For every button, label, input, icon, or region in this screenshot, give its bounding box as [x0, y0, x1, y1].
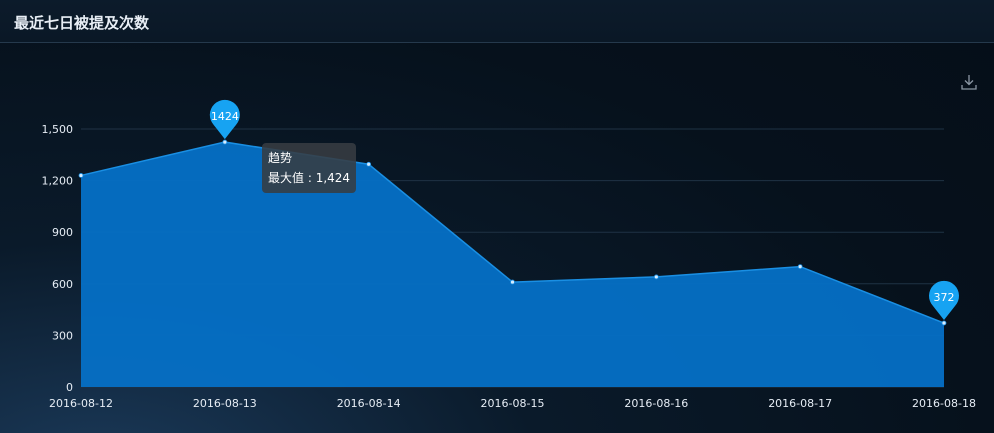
data-point [222, 139, 228, 145]
x-tick-label: 2016-08-16 [624, 397, 688, 410]
tooltip-value: 1,424 [315, 171, 351, 185]
download-icon[interactable] [960, 73, 978, 91]
x-tick-label: 2016-08-17 [768, 397, 832, 410]
panel-title: 最近七日被提及次数 [14, 14, 150, 32]
tooltip-separator: : [304, 171, 316, 185]
data-point [78, 173, 84, 178]
x-tick-label: 2016-08-18 [912, 397, 976, 410]
x-tick-label: 2016-08-12 [49, 397, 113, 410]
mark-pin-label: 1424 [211, 110, 239, 123]
y-tick-label: 600 [52, 278, 73, 291]
series-area [81, 142, 944, 387]
x-tick-label: 2016-08-15 [481, 397, 545, 410]
data-point [797, 264, 803, 270]
y-tick-label: 300 [52, 329, 73, 342]
tooltip-row: 最大值 : 1,424 [268, 168, 350, 188]
mark-pin [209, 99, 240, 140]
data-point [366, 161, 372, 167]
x-tick-label: 2016-08-14 [337, 397, 401, 410]
x-tick-label: 2016-08-13 [193, 397, 257, 410]
y-tick-label: 1,500 [42, 123, 74, 136]
chart-tooltip: 趋势 最大值 : 1,424 [262, 143, 357, 193]
tooltip-label: 最大值 [268, 171, 305, 185]
data-point [510, 279, 515, 285]
y-tick-label: 1,200 [42, 175, 74, 188]
tooltip-series-name: 趋势 [268, 151, 293, 165]
data-point [941, 320, 947, 326]
mark-pin [929, 280, 959, 321]
mark-pin-label: 372 [934, 291, 955, 304]
panel-header: 最近七日被提及次数 [0, 0, 994, 43]
y-tick-label: 0 [66, 381, 73, 394]
y-tick-label: 900 [52, 226, 73, 239]
data-point [653, 274, 659, 280]
